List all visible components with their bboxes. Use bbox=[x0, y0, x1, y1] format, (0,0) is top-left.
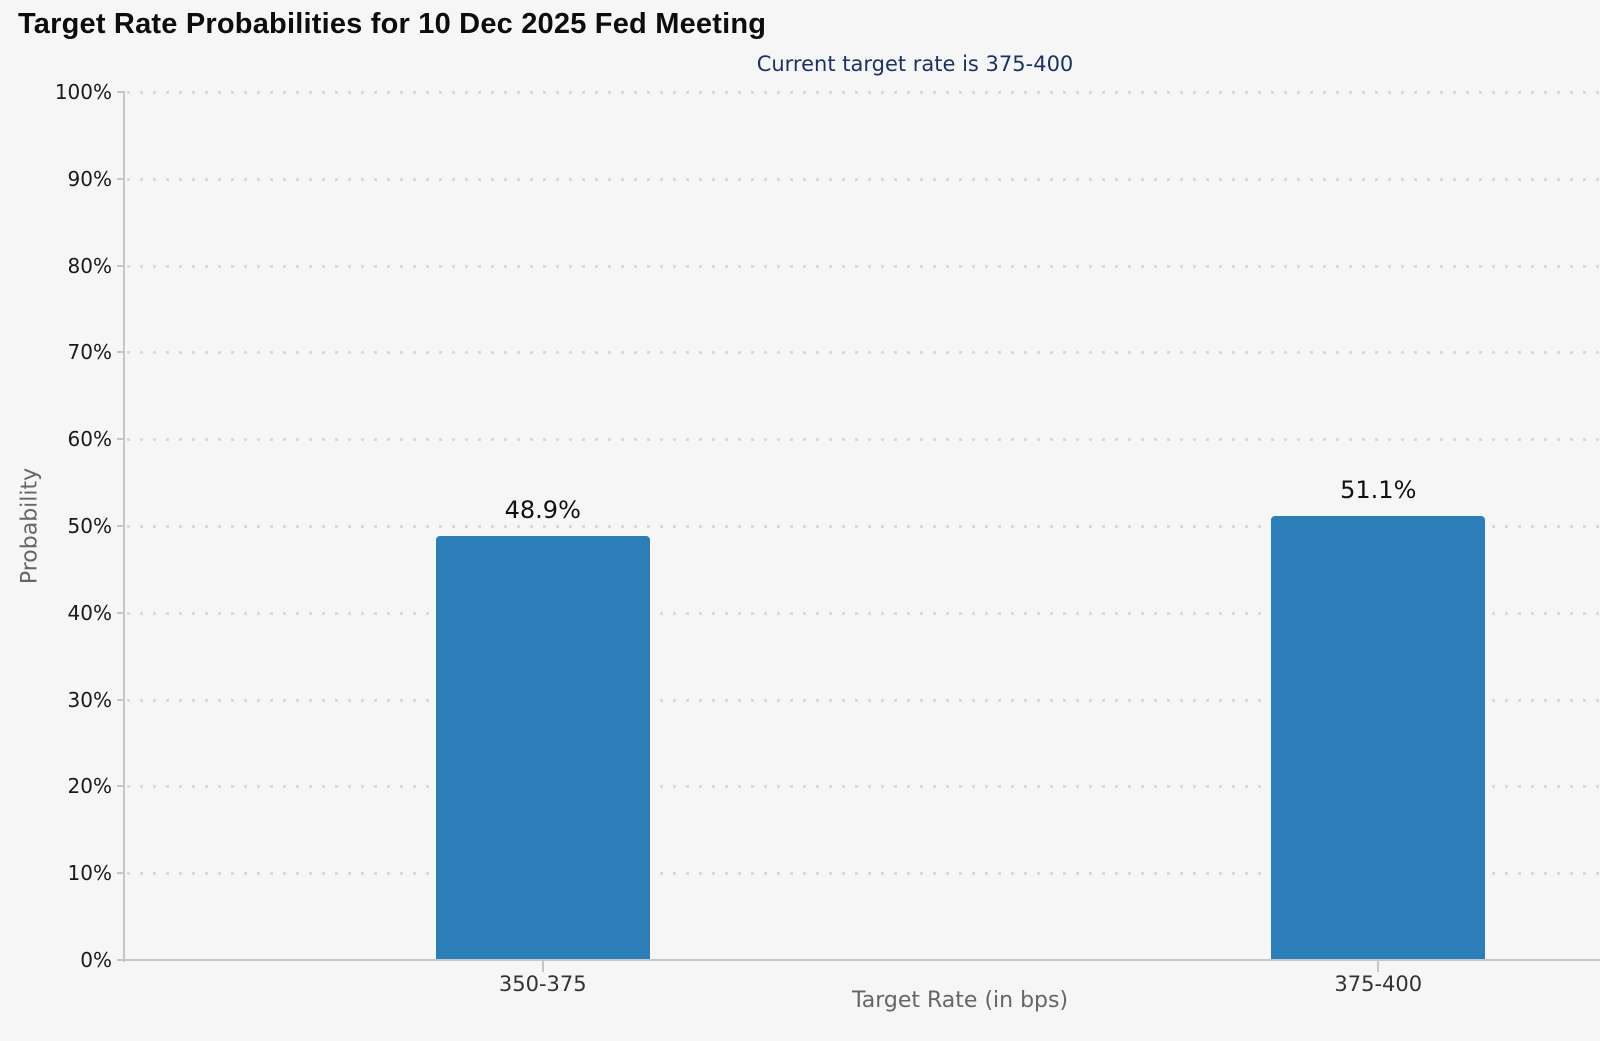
gridline-90 bbox=[127, 177, 1600, 181]
x-axis-tick-350-375 bbox=[541, 961, 544, 972]
gridline-70 bbox=[127, 351, 1600, 355]
bar-375-400[interactable] bbox=[1271, 516, 1486, 959]
y-axis-tick-90 bbox=[117, 177, 125, 180]
gridline-20 bbox=[127, 785, 1600, 789]
y-axis-tick-0 bbox=[117, 959, 125, 961]
x-category-label-350-375: 350-375 bbox=[498, 972, 587, 996]
gridline-10 bbox=[127, 872, 1600, 876]
y-axis-tick-30 bbox=[117, 698, 125, 701]
y-axis-tick-60 bbox=[117, 438, 125, 441]
x-axis-title: Target Rate (in bps) bbox=[851, 988, 1069, 1013]
gridline-30 bbox=[127, 698, 1600, 702]
y-axis-tick-50 bbox=[117, 525, 125, 527]
y-axis-tick-40 bbox=[117, 611, 125, 614]
y-axis-tick-80 bbox=[117, 264, 125, 267]
y-axis-tick-100 bbox=[117, 91, 125, 93]
chart-title: Target Rate Probabilities for 10 Dec 202… bbox=[18, 8, 767, 40]
gridline-50 bbox=[127, 525, 1600, 528]
gridline-80 bbox=[127, 264, 1600, 268]
y-tick-label-50: 50% bbox=[67, 514, 112, 538]
y-tick-label-80: 80% bbox=[67, 253, 112, 278]
y-tick-label-10: 10% bbox=[67, 861, 112, 886]
gridline-40 bbox=[127, 611, 1600, 615]
gridline-60 bbox=[127, 438, 1600, 442]
y-axis-tick-70 bbox=[117, 351, 125, 354]
bar-350-375[interactable] bbox=[435, 535, 650, 959]
y-tick-label-90: 90% bbox=[67, 166, 112, 191]
bar-value-label-375-400: 51.1% bbox=[1340, 476, 1417, 505]
y-axis-line bbox=[123, 92, 125, 962]
y-tick-label-70: 70% bbox=[67, 340, 112, 365]
y-tick-label-0: 0% bbox=[80, 948, 112, 972]
y-tick-label-40: 40% bbox=[67, 600, 112, 625]
y-tick-label-60: 60% bbox=[67, 427, 112, 452]
y-axis-tick-10 bbox=[117, 872, 125, 875]
y-axis-tick-20 bbox=[117, 785, 125, 788]
chart-subtitle: Current target rate is 375-400 bbox=[756, 52, 1074, 76]
x-axis-line bbox=[123, 959, 1600, 961]
y-tick-label-30: 30% bbox=[67, 687, 112, 712]
gridline-100 bbox=[127, 91, 1600, 94]
y-tick-label-100: 100% bbox=[54, 80, 112, 104]
y-tick-label-20: 20% bbox=[67, 774, 112, 799]
x-category-label-375-400: 375-400 bbox=[1334, 972, 1423, 996]
bar-value-label-350-375: 48.9% bbox=[504, 495, 581, 524]
x-axis-tick-375-400 bbox=[1377, 961, 1380, 972]
